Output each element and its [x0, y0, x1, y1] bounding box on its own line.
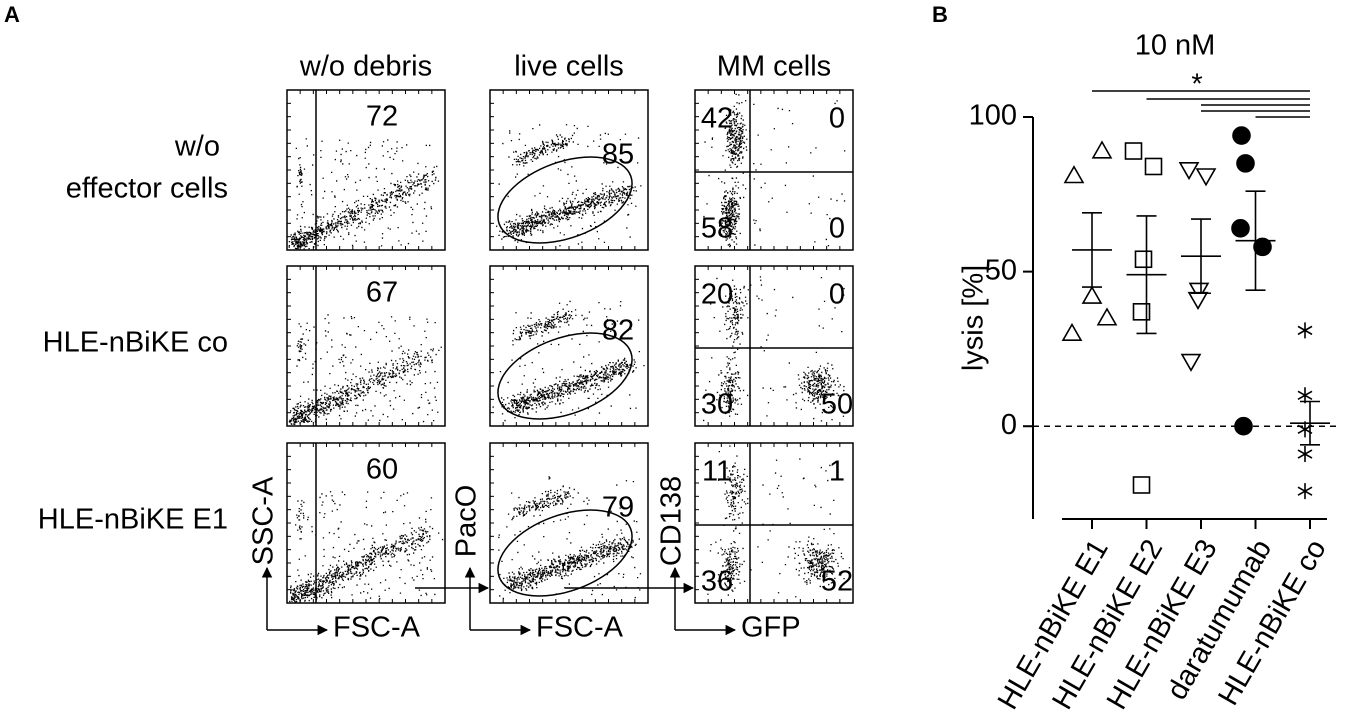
quadrant-percent: 58 [701, 213, 733, 245]
row-label: HLE-nBiKE co [43, 327, 228, 359]
point [1180, 353, 1202, 372]
event-dots [707, 445, 851, 598]
point [1297, 387, 1313, 404]
gate-percent: 85 [602, 139, 634, 171]
axis-label: SSC-A [248, 476, 280, 565]
event-dots [496, 124, 642, 247]
event-dots [289, 491, 444, 603]
point [1096, 307, 1118, 326]
significance-star: * [1191, 69, 1202, 101]
point [1297, 483, 1313, 500]
axis-label: FSC-A [333, 612, 421, 644]
point [1188, 282, 1210, 301]
chart-title: 10 nM [1135, 30, 1216, 62]
point [1081, 285, 1103, 304]
quadrant-percent: 42 [701, 103, 733, 135]
point [1132, 303, 1151, 321]
column-title: MM cells [717, 51, 831, 83]
gate-percent: 82 [602, 315, 634, 347]
point [1124, 142, 1143, 160]
quadrant-percent: 30 [701, 389, 733, 421]
quadrant-percent: 20 [701, 279, 733, 311]
gate-ellipse [497, 156, 633, 244]
panel-label: B [932, 2, 948, 27]
column-title: w/o debris [299, 51, 432, 83]
point [1253, 237, 1272, 257]
gate-percent: 67 [366, 277, 398, 309]
axis-label: FSC-A [536, 612, 624, 644]
y-axis-label: lysis [%] [958, 265, 990, 371]
quadrant-percent: 36 [701, 566, 733, 598]
column-title: live cells [514, 51, 624, 83]
point [1144, 157, 1163, 176]
gate-percent: 79 [602, 492, 634, 524]
quadrant-percent: 11 [702, 456, 732, 488]
gate-percent: 72 [366, 101, 398, 133]
point [1187, 291, 1209, 311]
event-dots [703, 93, 846, 248]
point [1091, 140, 1113, 159]
quadrant-percent: 1 [829, 456, 845, 488]
quadrant-percent: 0 [829, 103, 845, 135]
row-label: w/o [174, 131, 220, 163]
axis-label: GFP [741, 612, 801, 644]
y-tick-label: 100 [969, 100, 1017, 132]
row-label: HLE-nBiKE E1 [38, 504, 228, 536]
event-dots [492, 300, 645, 422]
panel-label: A [4, 2, 20, 27]
point [1297, 446, 1313, 463]
row-label: effector cells [66, 173, 228, 205]
point [1061, 322, 1083, 342]
axis-label: PacO [451, 485, 483, 558]
event-dots [288, 314, 442, 425]
point [1178, 162, 1200, 181]
quadrant-percent: 0 [829, 279, 845, 311]
point [1231, 219, 1250, 238]
quadrant-percent: 52 [821, 566, 853, 598]
point [1063, 165, 1085, 184]
y-tick-label: 50 [985, 254, 1017, 286]
event-dots [288, 138, 440, 250]
event-dots [703, 276, 845, 422]
point [1132, 476, 1151, 494]
y-tick-label: 0 [1001, 409, 1017, 441]
point [1134, 250, 1153, 269]
point [1232, 126, 1251, 145]
gate-percent: 60 [366, 454, 398, 486]
point [1236, 154, 1255, 173]
quadrant-percent: 0 [829, 213, 845, 245]
point [1195, 168, 1217, 187]
quadrant-percent: 50 [821, 389, 853, 421]
axis-label: CD138 [656, 476, 688, 566]
gate-ellipse [497, 332, 633, 420]
point [1234, 416, 1253, 436]
point [1297, 322, 1313, 339]
